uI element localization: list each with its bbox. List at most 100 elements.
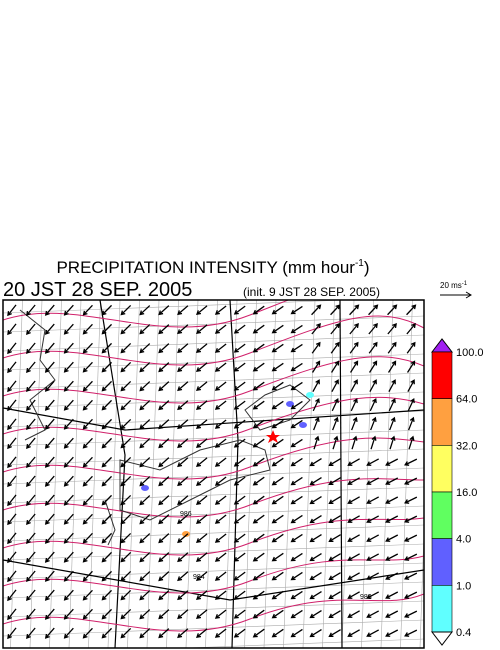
parallel xyxy=(3,315,424,333)
wind-arrow xyxy=(387,341,397,354)
meridian xyxy=(49,300,62,648)
wind-arrow xyxy=(26,456,36,468)
rain-area xyxy=(182,531,190,537)
wind-arrow xyxy=(177,628,189,639)
wind-arrow xyxy=(406,304,417,316)
wind-arrow xyxy=(158,533,170,544)
parallel xyxy=(3,600,424,618)
wind-arrow xyxy=(63,418,74,430)
wind-arrow xyxy=(158,552,170,563)
wind-arrow xyxy=(44,304,55,316)
wind-arrow xyxy=(290,419,303,429)
wind-arrow xyxy=(407,379,415,393)
reference-superscript: -1 xyxy=(462,281,468,287)
wind-arrow xyxy=(26,418,36,430)
wind-arrow xyxy=(233,495,246,505)
isobar xyxy=(3,437,424,480)
wind-arrow xyxy=(404,610,418,618)
wind-arrow xyxy=(252,609,265,619)
wind-arrow xyxy=(214,514,227,524)
parallel xyxy=(3,300,353,314)
wind-arrow xyxy=(368,322,378,335)
parallel xyxy=(3,429,424,447)
domain-boundary xyxy=(3,407,424,431)
wind-arrow xyxy=(7,399,17,412)
wind-arrow xyxy=(82,532,93,544)
wind-arrow xyxy=(385,534,399,542)
wind-arrow xyxy=(44,361,55,373)
wind-arrow xyxy=(195,438,208,448)
wind-arrow xyxy=(330,341,340,354)
wind-arrow xyxy=(26,627,36,639)
wind-arrow xyxy=(332,416,339,431)
domain-boundary xyxy=(339,300,343,648)
colorbar-label: 100.0 xyxy=(456,347,484,359)
wind-arrow xyxy=(404,591,418,599)
wind-arrow xyxy=(195,533,208,543)
wind-arrow xyxy=(195,419,208,429)
wind-arrow xyxy=(290,495,303,505)
wind-arrow xyxy=(347,515,360,523)
wind-arrow xyxy=(120,532,132,544)
wind-arrow xyxy=(370,435,377,450)
wind-arrow xyxy=(387,304,398,316)
wind-arrow xyxy=(177,324,189,335)
wind-arrow xyxy=(252,533,265,543)
wind-arrow xyxy=(177,438,189,449)
wind-arrow xyxy=(82,323,93,335)
wind-arrow xyxy=(408,416,415,431)
wind-arrow xyxy=(82,418,93,430)
wind-arrow xyxy=(7,380,17,393)
colorbar-label: 4.0 xyxy=(456,534,471,546)
wind-arrow xyxy=(195,476,208,486)
wind-arrow xyxy=(7,418,17,431)
wind-arrow xyxy=(26,570,36,582)
wind-arrow xyxy=(407,397,415,412)
wind-arrow xyxy=(233,552,246,562)
parallel xyxy=(3,467,424,485)
wind-arrow xyxy=(233,476,246,486)
wind-arrow xyxy=(44,475,55,487)
coastline xyxy=(119,439,271,521)
wind-arrow xyxy=(404,458,418,466)
wind-arrow xyxy=(252,400,265,410)
wind-arrow xyxy=(139,457,151,468)
wind-arrow xyxy=(406,360,416,373)
wind-arrow xyxy=(214,609,227,619)
wind-arrow xyxy=(271,628,284,638)
meridian xyxy=(146,300,160,648)
reference-text: 20 ms xyxy=(440,281,462,290)
parallel xyxy=(3,486,424,504)
wind-arrow xyxy=(7,456,17,469)
colorbar-top xyxy=(430,338,454,353)
wind-arrow xyxy=(195,343,208,353)
wind-arrow xyxy=(63,513,74,525)
wind-arrow xyxy=(139,476,151,487)
colorbar-label: 64.0 xyxy=(456,394,477,406)
wind-arrow xyxy=(158,305,170,316)
wind-arrow xyxy=(63,475,74,487)
wind-arrow xyxy=(328,515,341,524)
wind-arrow xyxy=(271,552,284,562)
wind-arrow xyxy=(290,628,303,638)
wind-arrow xyxy=(63,494,74,506)
wind-arrow xyxy=(271,305,284,315)
wind-arrow xyxy=(7,627,17,640)
wind-arrow xyxy=(328,553,341,562)
wind-arrow xyxy=(271,362,284,372)
wind-arrow xyxy=(347,496,360,504)
wind-arrow xyxy=(368,360,378,373)
wind-arrow xyxy=(177,400,189,411)
wind-arrow xyxy=(366,515,380,523)
wind-arrow xyxy=(328,458,341,467)
wind-arrow xyxy=(63,551,74,563)
wind-arrow xyxy=(44,380,55,392)
wind-arrow xyxy=(120,399,132,411)
wind-arrow xyxy=(328,534,341,543)
wind-arrow xyxy=(120,361,132,373)
wind-arrow xyxy=(26,399,36,411)
wind-arrow xyxy=(101,532,113,544)
colorbar-bottom xyxy=(430,631,454,646)
colorbar-label: 1.0 xyxy=(456,580,471,592)
